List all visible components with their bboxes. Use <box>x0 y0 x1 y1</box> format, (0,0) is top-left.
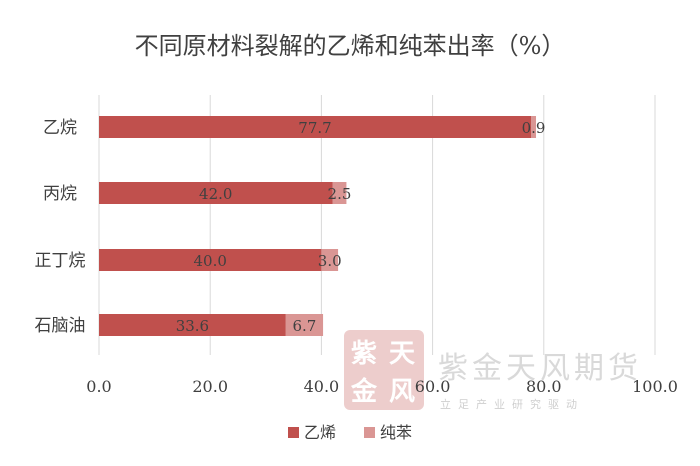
bars <box>99 116 537 336</box>
bar-benzene <box>321 249 339 271</box>
legend-label: 乙烯 <box>304 423 336 442</box>
bar-ethylene <box>99 249 322 271</box>
bar-benzene <box>332 182 347 204</box>
bar-benzene <box>285 314 324 336</box>
seal-char: 金 <box>350 376 378 407</box>
watermark-slogan: 立足产业研究驱动 <box>440 397 584 411</box>
watermark-name: 紫金天风期货 <box>438 351 642 386</box>
watermark: 紫天金 风紫金天风期货立足产业研究驱动 <box>344 330 642 411</box>
bar-ethylene <box>99 314 286 336</box>
legend-swatch <box>288 427 299 438</box>
chart-title: 不同原材料裂解的乙烯和纯苯出率（%） <box>135 32 566 60</box>
category-label: 乙烷 <box>43 118 77 138</box>
data-label: 0.9 <box>522 119 546 137</box>
x-tick-label: 80.0 <box>526 377 562 396</box>
x-tick-label: 60.0 <box>415 377 451 396</box>
legend: 乙烯 纯苯 <box>288 423 412 442</box>
data-label: 6.7 <box>293 317 317 335</box>
data-label: 40.0 <box>193 252 226 270</box>
x-tick-label: 20.0 <box>192 377 228 396</box>
data-label: 33.6 <box>176 317 209 335</box>
x-tick-label: 40.0 <box>304 377 340 396</box>
category-label: 石脑油 <box>35 316 86 336</box>
bar-ethylene <box>99 116 532 138</box>
seal-char: 天 <box>389 339 415 369</box>
bar-benzene <box>531 116 537 138</box>
data-label: 42.0 <box>199 185 232 203</box>
x-tick-label: 100.0 <box>632 377 678 396</box>
category-label: 正丁烷 <box>35 251 86 271</box>
category-label: 丙烷 <box>43 184 77 204</box>
gridlines <box>98 95 656 355</box>
seal-char: 风 <box>389 377 415 407</box>
legend-label: 纯苯 <box>380 423 412 442</box>
data-label: 3.0 <box>318 252 342 270</box>
seal-char: 紫 <box>351 339 377 369</box>
bar-ethylene <box>99 182 333 204</box>
data-label: 77.7 <box>298 119 331 137</box>
x-tick-label: 0.0 <box>86 377 111 396</box>
legend-swatch <box>364 427 375 438</box>
watermark-seal: 紫天金风 <box>344 330 424 410</box>
data-labels: 77.7 0.9 42.0 2.5 40.0 3.0 33.6 6.7 <box>176 119 546 335</box>
value-axis: 0.0 20.0 40.0 60.0 80.0 100.0 <box>86 377 678 396</box>
data-label: 2.5 <box>328 185 352 203</box>
